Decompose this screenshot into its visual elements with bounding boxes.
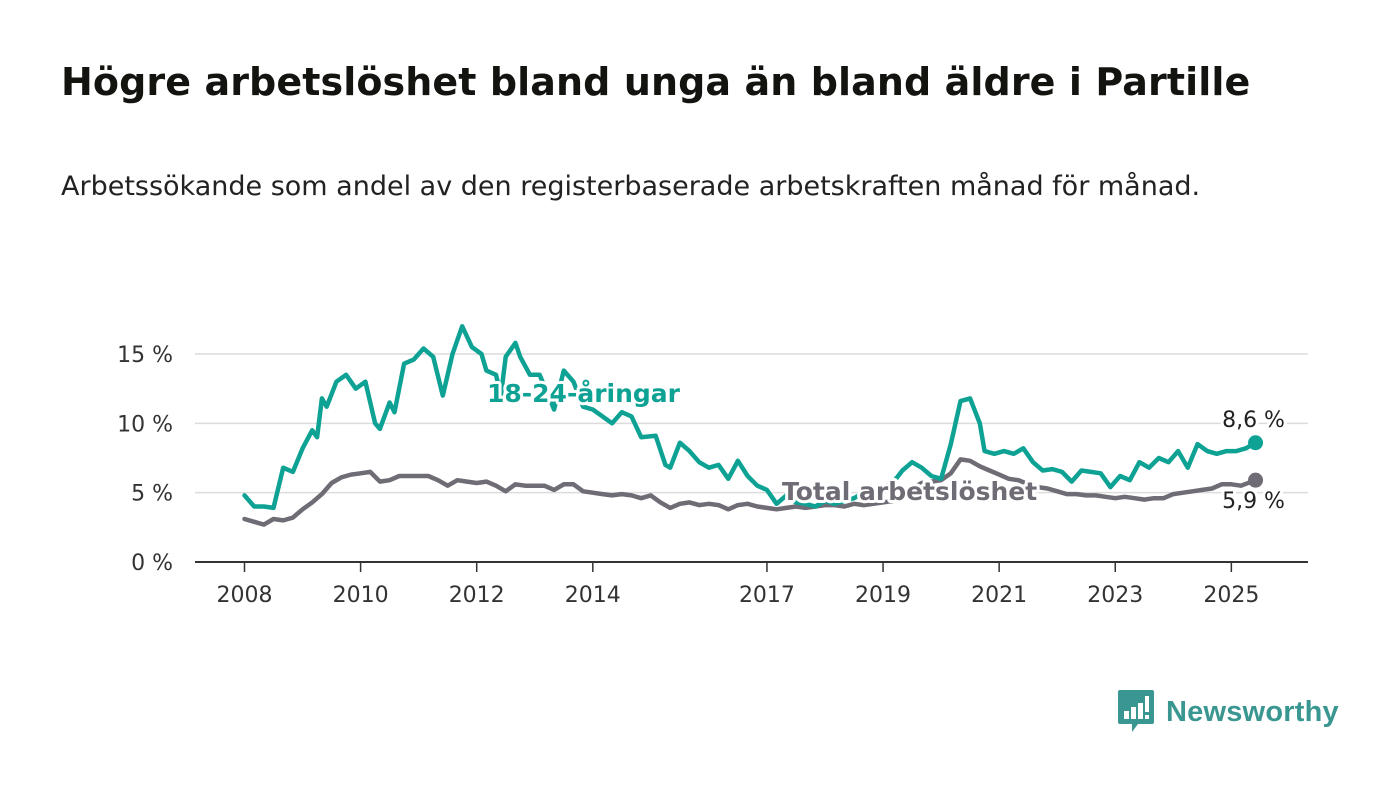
- end-value-label-youth: 8,6 %: [1222, 408, 1285, 433]
- newsworthy-logo: Newsworthy: [1118, 690, 1339, 734]
- x-tick-label: 2010: [333, 583, 389, 608]
- series-label-youth: 18-24-åringar: [487, 379, 681, 408]
- x-tick-label: 2014: [565, 583, 621, 608]
- x-axis-ticks: 2008 2010 2012 2014 2017 2019 2021 2023 2025: [217, 562, 1259, 608]
- series-lines: [242, 324, 1264, 527]
- series-line-total: [242, 457, 1258, 527]
- end-value-label-total: 5,9 %: [1222, 489, 1285, 514]
- y-tick-label: 15 %: [117, 343, 173, 368]
- x-tick-label: 2019: [855, 583, 911, 608]
- series-line-youth: [242, 324, 1258, 511]
- series-labels: 18-24-åringar Total arbetslöshet 8,6 % 5,9 …: [484, 376, 1288, 517]
- end-point-youth: [1248, 435, 1264, 451]
- logo-text: Newsworthy: [1166, 695, 1339, 728]
- x-tick-label: 2008: [217, 583, 273, 608]
- x-tick-label: 2025: [1203, 583, 1259, 608]
- y-axis-labels: 0 % 5 % 10 % 15 %: [117, 343, 173, 576]
- chart-title: Högre arbetslöshet bland unga än bland ä…: [61, 60, 1251, 104]
- chart-subtitle: Arbetssökande som andel av den registerb…: [61, 171, 1201, 202]
- x-tick-label: 2012: [449, 583, 505, 608]
- end-point-total: [1248, 472, 1264, 488]
- y-tick-label: 10 %: [117, 412, 173, 437]
- x-tick-label: 2023: [1087, 583, 1143, 608]
- series-label-total: Total arbetslöshet: [782, 477, 1037, 506]
- bar-chart-speech-bubble-icon: [1118, 690, 1154, 732]
- x-tick-label: 2017: [739, 583, 795, 608]
- x-tick-label: 2021: [971, 583, 1027, 608]
- y-tick-label: 0 %: [131, 551, 173, 576]
- y-tick-label: 5 %: [131, 482, 173, 507]
